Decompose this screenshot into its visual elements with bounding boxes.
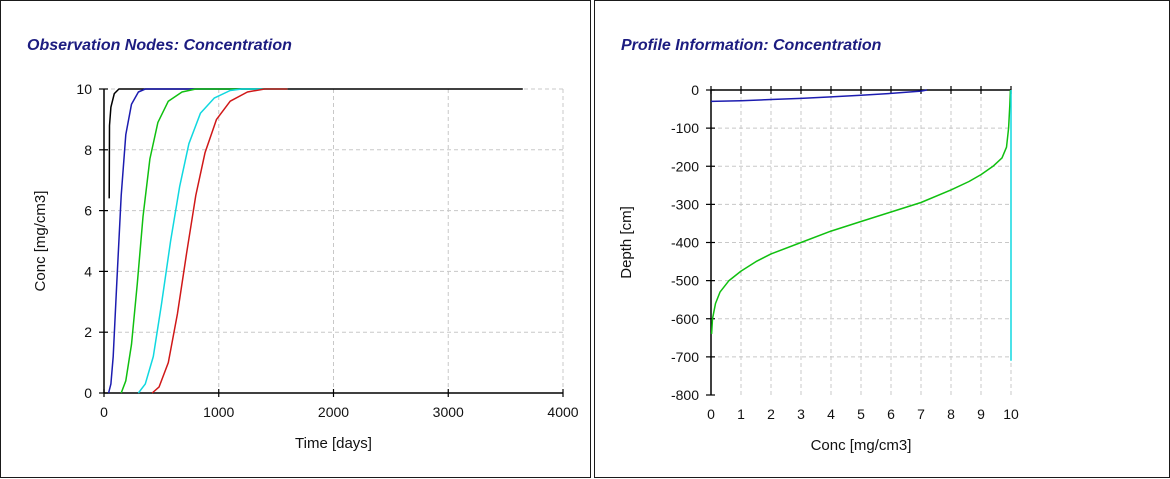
y-tick-label: -600 (671, 311, 699, 327)
y-tick-label: -500 (671, 273, 699, 289)
series-line-1 (108, 88, 523, 199)
x-tick-label: 7 (917, 406, 925, 422)
y-tick-label: -100 (671, 120, 699, 136)
x-tick-label: 4 (827, 406, 835, 422)
series-line-4 (137, 88, 288, 394)
panel-observation-nodes: Observation Nodes: Concentration 0 1000 20… (0, 0, 591, 478)
y-tick-label: 4 (84, 263, 92, 279)
x-tick-label: 3000 (433, 404, 464, 420)
x-tick-label: 9 (977, 406, 985, 422)
profile-information-chart: 0 1 2 3 4 5 6 7 8 9 10 0 -100 -200 -300 -400 -500 -600 -70… (618, 82, 1019, 454)
x-tick-label: 2 (767, 406, 775, 422)
x-tick-label: 3 (797, 406, 805, 422)
chart-title: Observation Nodes: Concentration (27, 37, 292, 54)
series-line-2 (710, 89, 1012, 335)
y-tick-label: 0 (691, 82, 699, 98)
y-tick-label: 10 (76, 81, 92, 97)
y-tick-label: 2 (84, 324, 92, 340)
x-tick-label: 4000 (547, 404, 578, 420)
y-tick-label: -300 (671, 196, 699, 212)
x-tick-label: 6 (887, 406, 895, 422)
x-tick-label: 1000 (203, 404, 234, 420)
y-tick-label: 6 (84, 203, 92, 219)
series-line-5 (151, 88, 288, 394)
x-tick-label: 0 (100, 404, 108, 420)
y-tick-label: -700 (671, 349, 699, 365)
observation-nodes-chart: 0 1000 2000 3000 4000 0 2 4 6 8 10 Time [days] Conc … (32, 81, 579, 452)
x-axis-label: Conc [mg/cm3] (811, 437, 912, 454)
x-tick-label: 1 (737, 406, 745, 422)
y-axis-label: Conc [mg/cm3] (32, 191, 49, 292)
y-tick-label: -200 (671, 158, 699, 174)
series-line-1 (710, 89, 928, 103)
x-tick-label: 8 (947, 406, 955, 422)
chart-title: Profile Information: Concentration (621, 37, 882, 54)
x-axis-label: Time [days] (295, 435, 372, 452)
series-line-2 (107, 88, 288, 394)
x-tick-label: 10 (1003, 406, 1019, 422)
series-line-3 (120, 88, 288, 394)
y-tick-label: 0 (84, 385, 92, 401)
x-tick-label: 0 (707, 406, 715, 422)
y-tick-label: -800 (671, 387, 699, 403)
x-tick-label: 2000 (318, 404, 349, 420)
y-tick-label: -400 (671, 235, 699, 251)
panel-profile-information: Profile Information: Concentration 0 1 2 3 4… (594, 0, 1170, 478)
y-tick-label: 8 (84, 142, 92, 158)
x-tick-label: 5 (857, 406, 865, 422)
y-axis-label: Depth [cm] (618, 206, 635, 279)
